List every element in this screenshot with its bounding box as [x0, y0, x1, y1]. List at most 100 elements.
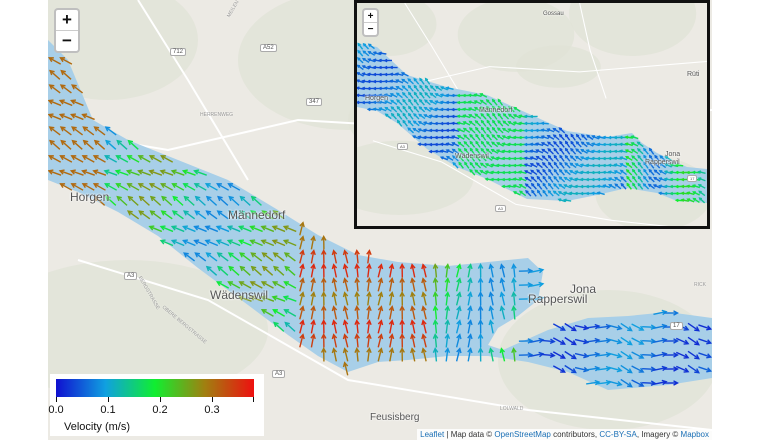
inset-zoom-out-button[interactable]: − — [364, 22, 377, 35]
velocity-arrow — [331, 291, 338, 306]
velocity-arrow — [540, 135, 549, 140]
velocity-arrow — [511, 263, 517, 278]
road-a3-west: A3 — [124, 272, 138, 280]
velocity-arrow — [547, 161, 554, 169]
velocity-arrow — [653, 365, 668, 372]
velocity-arrow — [422, 121, 432, 126]
legend-tick — [108, 397, 109, 402]
velocity-arrow — [342, 333, 349, 348]
velocity-arrow — [608, 380, 623, 387]
velocity-arrow — [648, 147, 655, 155]
velocity-arrow — [272, 309, 285, 317]
velocity-arrow — [458, 161, 464, 169]
velocity-arrow — [159, 169, 174, 176]
velocity-arrow — [228, 265, 240, 276]
velocity-arrow — [501, 142, 510, 147]
velocity-arrow — [546, 135, 555, 140]
velocity-arrow — [273, 321, 285, 332]
velocity-arrow — [586, 323, 601, 330]
velocity-arrow — [506, 184, 516, 189]
velocity-arrow — [444, 333, 451, 348]
velocity-arrow — [513, 106, 521, 112]
velocity-arrow — [159, 225, 174, 233]
velocity-arrow — [249, 281, 263, 289]
velocity-arrow — [204, 225, 219, 233]
velocity-arrow — [568, 177, 577, 182]
velocity-arrow — [518, 170, 527, 175]
velocity-arrow — [104, 126, 117, 136]
velocity-arrow — [552, 134, 560, 141]
terrain-patch — [48, 0, 198, 100]
velocity-arrow — [366, 333, 372, 348]
velocity-arrow — [467, 93, 477, 98]
velocity-arrow — [272, 252, 285, 262]
velocity-arrow — [497, 98, 504, 106]
zoom-out-button[interactable]: − — [56, 30, 78, 51]
velocity-arrow — [541, 338, 556, 345]
inset-map[interactable]: + − Horgen Männedorf Wädenswil Rapperswi… — [354, 0, 710, 229]
velocity-arrow — [642, 182, 650, 190]
velocity-arrow — [499, 347, 506, 362]
velocity-arrow — [394, 72, 404, 77]
velocity-arrow — [637, 161, 644, 169]
velocity-arrow — [216, 183, 230, 191]
velocity-arrow — [530, 176, 538, 183]
velocity-arrow — [669, 163, 678, 168]
osm-link[interactable]: OpenStreetMap — [494, 430, 551, 439]
mapbox-link[interactable]: Mapbox — [680, 430, 709, 439]
velocity-arrow — [49, 69, 61, 80]
velocity-arrow — [558, 133, 565, 141]
velocity-arrow — [342, 291, 349, 306]
velocity-arrow — [82, 139, 94, 150]
velocity-arrow — [204, 183, 218, 191]
velocity-arrow — [227, 252, 240, 262]
velocity-arrow — [607, 170, 617, 175]
velocity-arrow — [618, 142, 628, 147]
velocity-arrow — [499, 277, 506, 292]
place-horgen: Horgen — [70, 190, 110, 204]
zoom-in-button[interactable]: + — [62, 10, 72, 29]
velocity-arrow — [104, 155, 118, 163]
velocity-arrow — [160, 155, 174, 163]
velocity-arrow — [477, 347, 484, 362]
velocity-arrow — [542, 175, 548, 183]
velocity-arrow — [402, 98, 409, 106]
velocity-arrow — [564, 154, 571, 162]
velocity-arrow — [366, 263, 372, 278]
leaflet-link[interactable]: Leaflet — [420, 430, 445, 439]
velocity-arrow — [226, 239, 241, 247]
velocity-arrow — [444, 263, 451, 278]
velocity-arrow — [552, 127, 560, 133]
velocity-arrow — [529, 114, 538, 119]
velocity-arrow — [512, 121, 521, 126]
velocity-arrow — [486, 133, 493, 141]
velocity-arrow — [541, 148, 549, 155]
velocity-arrow — [546, 141, 555, 148]
velocity-arrow — [467, 263, 473, 278]
velocity-arrow — [535, 162, 543, 169]
velocity-arrow — [310, 235, 316, 250]
velocity-arrow — [310, 305, 316, 320]
velocity-arrow — [378, 107, 387, 112]
velocity-arrow — [507, 128, 516, 133]
velocity-arrow — [407, 84, 414, 92]
road-line — [579, 3, 607, 99]
inset-zoom-in-button[interactable]: + — [367, 10, 374, 22]
velocity-arrow — [238, 225, 252, 233]
velocity-arrow — [261, 252, 274, 262]
license-link[interactable]: CC-BY-SA — [599, 430, 637, 439]
velocity-arrow — [366, 347, 372, 362]
velocity-arrow — [419, 77, 425, 85]
velocity-arrow — [137, 169, 151, 176]
velocity-arrow — [511, 305, 517, 320]
velocity-arrow — [455, 347, 462, 362]
velocity-arrow — [378, 100, 387, 104]
velocity-arrow — [630, 142, 639, 147]
velocity-arrow — [299, 291, 305, 306]
velocity-arrow — [620, 182, 627, 190]
velocity-arrow — [424, 84, 431, 92]
velocity-legend: 0.0 0.1 0.2 0.3 Velocity (m/s) — [48, 374, 264, 436]
velocity-arrow — [631, 168, 638, 176]
velocity-arrow — [148, 169, 163, 176]
velocity-arrow — [432, 305, 439, 320]
